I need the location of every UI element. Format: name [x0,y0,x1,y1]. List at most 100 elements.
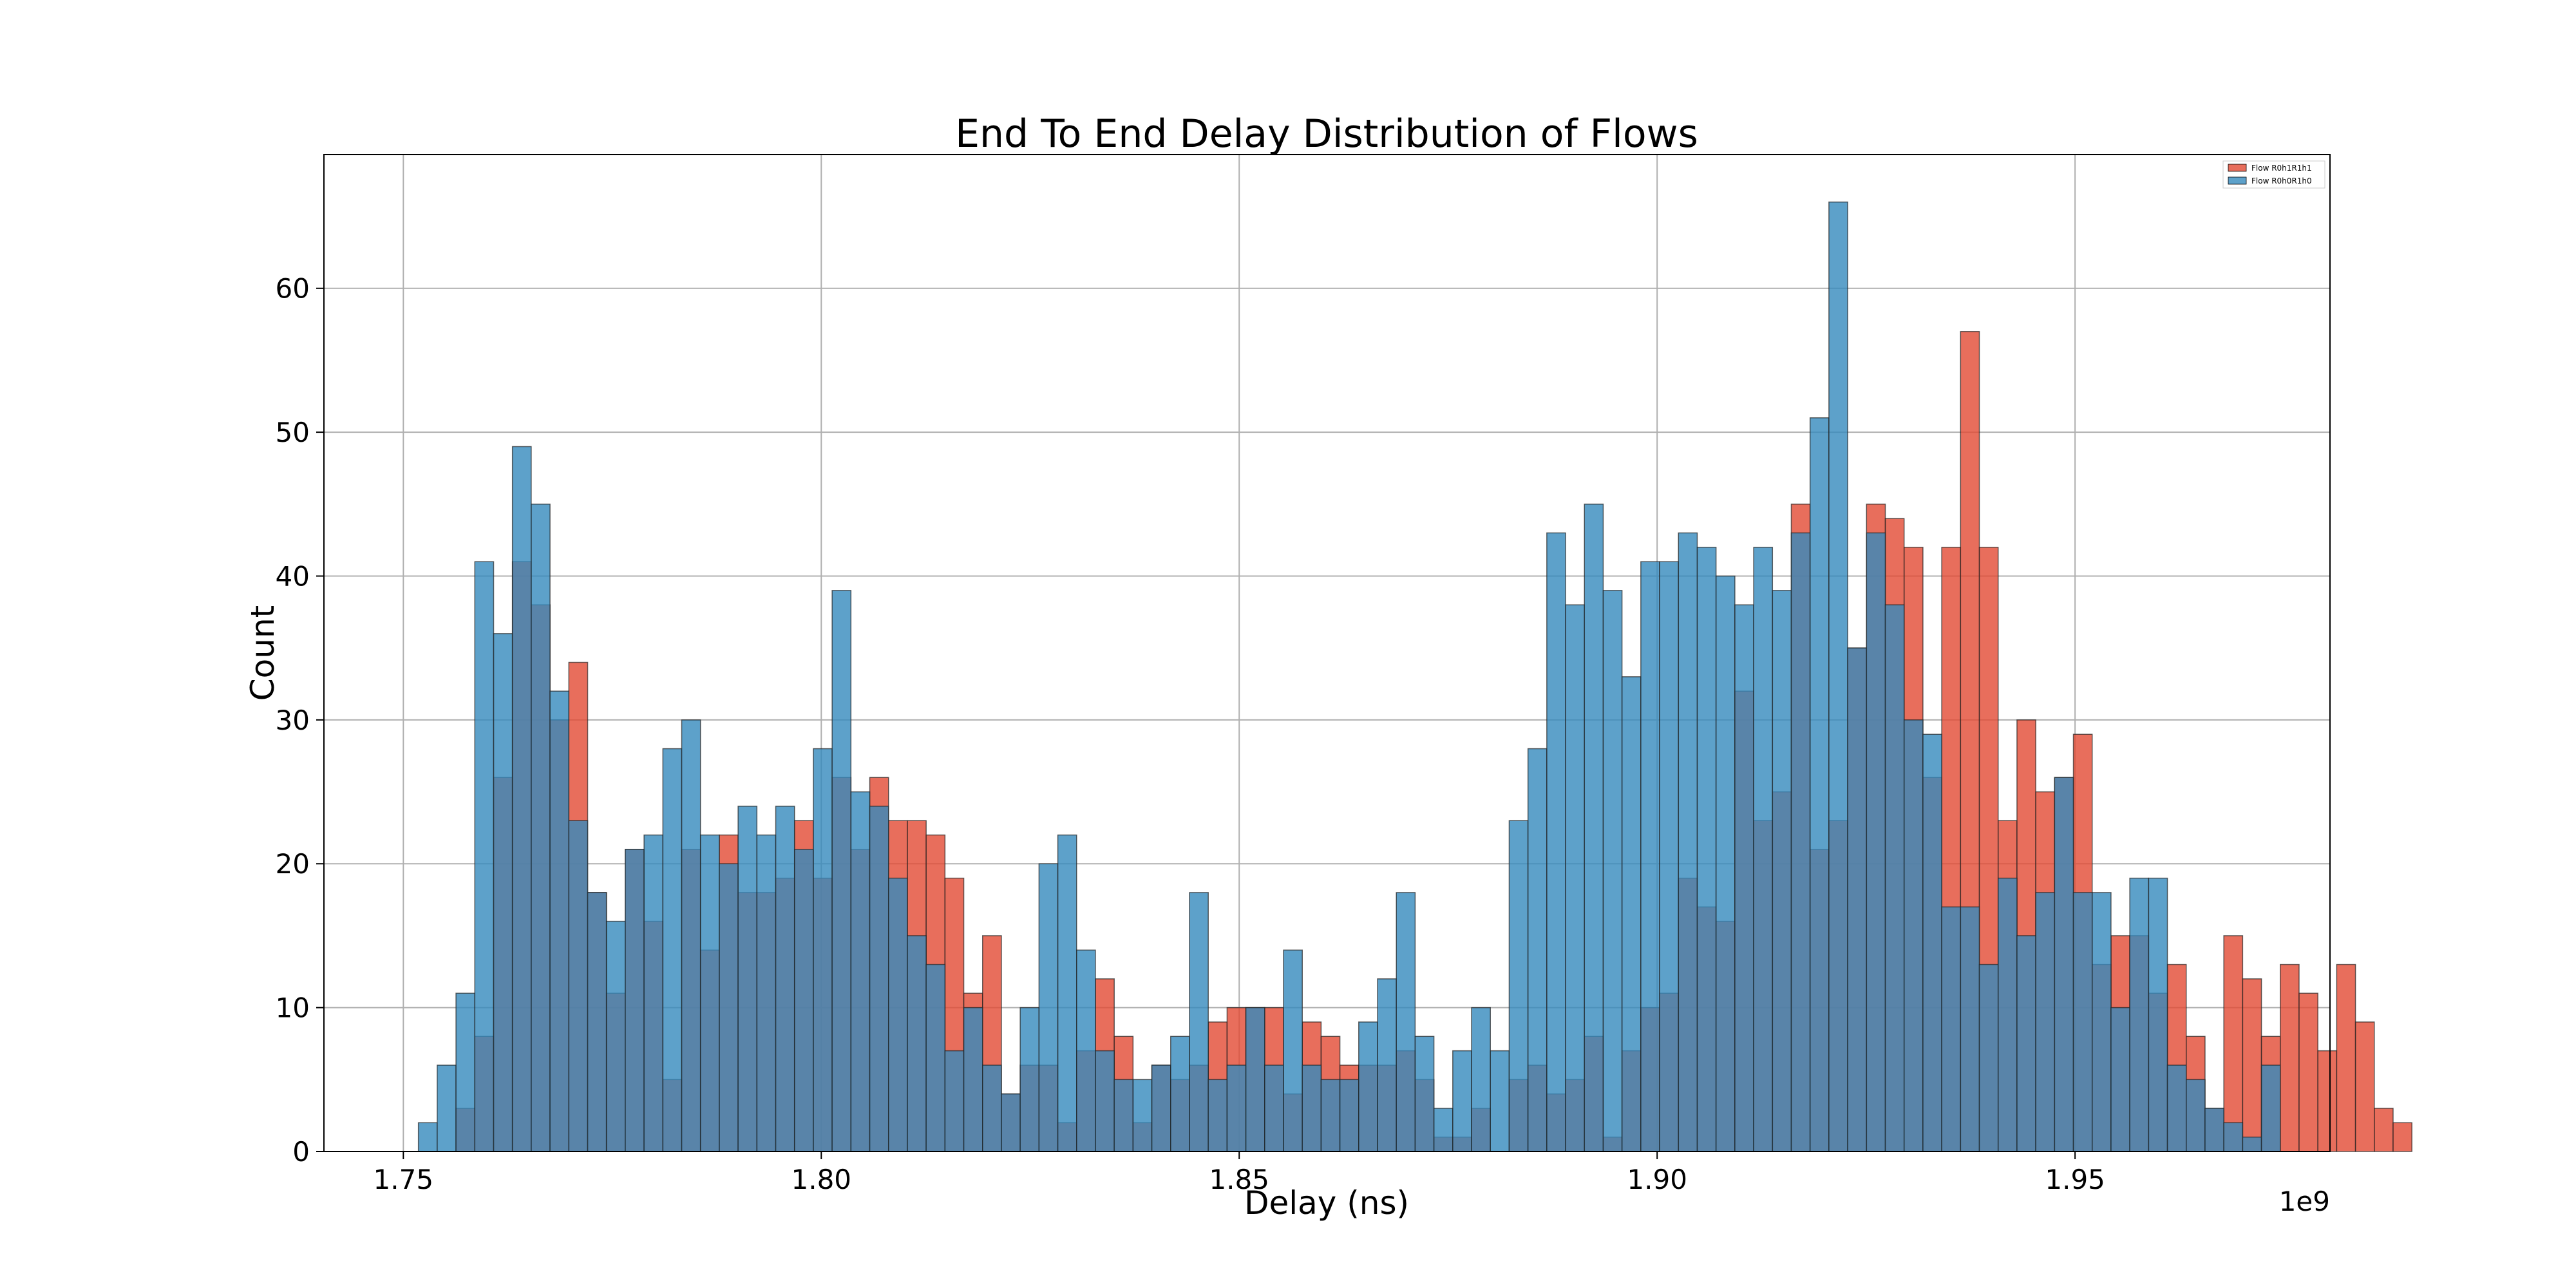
histogram-bar [2223,1122,2244,1152]
histogram-bar [1076,949,1096,1152]
histogram-bar [1715,575,1736,1152]
histogram-bar [1057,834,1077,1152]
histogram-bar [1847,647,1868,1152]
histogram-bar [1019,1007,1040,1152]
histogram-bar [493,633,513,1152]
histogram-bar [1565,604,1586,1152]
legend-label-flow-r0h0r1h0: Flow R0h0R1h0 [2251,176,2312,185]
histogram-bar [2317,1050,2338,1152]
histogram-bar [605,920,626,1152]
histogram-bar [2129,877,2150,1152]
histogram-bar [1546,532,1566,1152]
histogram-bar [737,806,758,1152]
x-tick-label: 1.90 [1627,1164,1687,1195]
x-tick-label: 1.85 [1209,1164,1269,1195]
histogram-bar [775,806,795,1152]
histogram-bar [531,504,551,1152]
legend-swatch-flow-r0h1r1h1 [2228,164,2247,172]
plot-frame [323,154,2331,1152]
histogram-bar [1320,1079,1341,1152]
histogram-bar [2035,892,2056,1152]
histogram-bar [2091,892,2112,1152]
histogram-bar [474,561,495,1152]
histogram-bar [1471,1007,1491,1152]
histogram-bar [1264,1065,1284,1152]
histogram-bar [1960,906,1980,1152]
histogram-bar [1170,1036,1190,1152]
histogram-bar [907,935,927,1152]
histogram-bar [1038,863,1059,1152]
histogram-bar [887,877,908,1152]
x-axis-ticks: 1.75 1.80 1.85 1.90 1.95 [374,1151,2105,1195]
histogram-bar [1358,1021,1378,1152]
histogram-bar [1527,748,1548,1152]
x-tick-label: 1.95 [2045,1164,2105,1195]
x-tick-label: 1.75 [374,1164,434,1195]
histogram-bar [2110,1007,2130,1152]
y-tick-label: 30 [276,705,310,736]
histogram-bar [925,963,946,1152]
histogram-bar [944,1050,965,1152]
histogram-bar [2166,1065,2187,1152]
histogram-bar [1189,892,1209,1152]
histogram-bar [2374,1108,2394,1152]
histogram-bar [850,791,871,1152]
histogram-bar [963,1007,983,1152]
histogram-bar [1508,820,1529,1152]
histogram-bar [1884,604,1905,1152]
histogram-bar [662,748,683,1152]
histogram-bar [587,892,607,1152]
histogram-bar [1095,1050,1115,1152]
y-tick-label: 20 [276,848,310,880]
histogram-bar [681,719,701,1152]
histogram-bar [719,863,739,1152]
histogram-bar [982,1065,1002,1152]
histogram-bar [1640,561,1660,1152]
histogram-bar [625,849,645,1152]
histogram-bar [1941,906,1962,1152]
x-axis-offset-label: 1e9 [2279,1186,2330,1217]
histogram-bar [1809,417,1830,1152]
histogram-bar [2392,1122,2412,1152]
histogram-bar [831,590,852,1152]
x-tick-label: 1.80 [791,1164,852,1195]
chart-title: End To End Delay Distribution of Flows [955,111,1698,156]
y-tick-label: 50 [276,417,310,448]
y-tick-label: 60 [276,273,310,305]
histogram-bar [437,1065,457,1152]
legend-swatch-flow-r0h0r1h0 [2228,176,2247,185]
histogram-bar [2242,978,2262,1152]
series-bars-flow-r0h0r1h0 [417,201,2281,1152]
histogram-bar [2054,777,2074,1152]
histogram-bar [756,834,777,1152]
histogram-bar [1922,734,1942,1152]
histogram-bar [1208,1079,1228,1152]
histogram-bar [1396,892,1416,1152]
histogram-bar [2298,992,2318,1152]
y-axis-label: Count [244,605,281,701]
histogram-bar [869,806,889,1152]
histogram-bar [793,849,814,1152]
histogram-bar [1283,949,1303,1152]
histogram-bar [1414,1036,1435,1152]
histogram-bar [1339,1079,1359,1152]
histogram-bar [2336,963,2356,1152]
y-axis-ticks: 0 10 20 30 40 50 60 [276,273,324,1168]
histogram-bar [1734,604,1754,1152]
histogram-bar [1772,590,1792,1152]
histogram-bar [1621,676,1642,1152]
histogram-bar [2223,935,2244,1152]
histogram-bar [1132,1079,1153,1152]
histogram-bar [1997,877,2018,1152]
histogram-bar [568,820,589,1152]
y-tick-label: 10 [276,992,310,1024]
histogram-bar [1452,1050,1472,1152]
histogram-bar [1226,1065,1247,1152]
histogram-bar [2186,1079,2206,1152]
histogram-bar [1659,561,1680,1152]
histogram-bar [1790,532,1811,1152]
histogram-bar [699,834,720,1152]
histogram-bar [1151,1065,1171,1152]
histogram-bar [1903,719,1924,1152]
